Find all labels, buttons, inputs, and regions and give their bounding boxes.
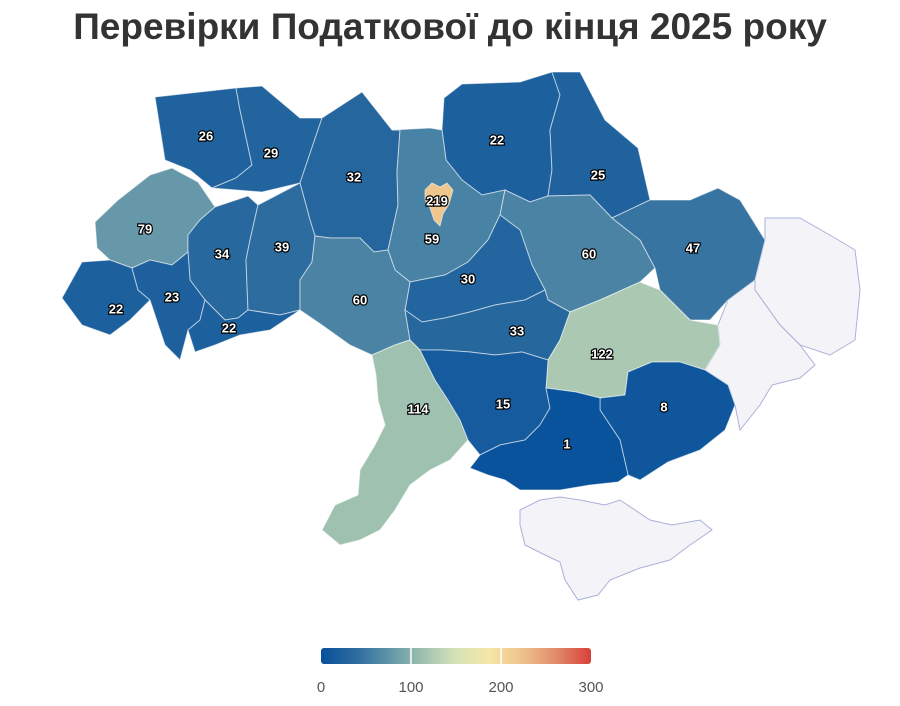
legend-color-bar (321, 648, 591, 664)
region-label-cherkasy: 30 (461, 271, 475, 286)
region-label-ivano-frankivsk: 23 (165, 289, 179, 304)
region-label-kherson: 1 (563, 436, 570, 451)
region-label-lviv: 79 (138, 221, 152, 236)
region-kherson[interactable] (469, 387, 629, 491)
legend-tick-label: 100 (398, 679, 423, 696)
regions-layer (61, 71, 861, 601)
region-label-kharkiv: 47 (686, 240, 700, 255)
region-label-zakarpattia: 22 (109, 301, 123, 316)
region-label-ternopil: 34 (215, 246, 230, 261)
region-label-mykolaiv: 15 (496, 396, 510, 411)
legend-tick-label: 300 (578, 679, 603, 696)
region-label-kirovohrad: 33 (510, 323, 524, 338)
region-crimea[interactable] (519, 496, 713, 601)
region-label-kyiv-oblast: 59 (425, 231, 439, 246)
legend-tick-label: 200 (488, 679, 513, 696)
labels-layer: 26 29 32 22 25 219 79 34 39 59 60 47 22 23 30 22 60 33 122… (108, 127, 702, 452)
region-label-kyiv-city: 219 (426, 193, 448, 208)
region-label-khmelnytskyi: 39 (275, 239, 289, 254)
region-label-zhytomyr: 32 (347, 169, 361, 184)
page-title: Перевірки Податкової до кінця 2025 року (73, 6, 827, 47)
region-label-chernihiv: 22 (490, 132, 504, 147)
region-label-odesa: 114 (408, 401, 430, 416)
region-kharkiv[interactable] (611, 187, 766, 321)
legend-tick-label: 0 (317, 679, 325, 696)
legend-ticks: 0 100 200 300 (317, 648, 604, 696)
region-kyiv-city[interactable] (424, 182, 454, 227)
color-legend: 0 100 200 300 (317, 648, 604, 696)
region-label-volyn: 26 (199, 128, 213, 143)
region-label-rivne: 29 (264, 145, 278, 160)
region-label-poltava: 60 (582, 246, 596, 261)
region-label-sumy: 25 (591, 167, 605, 182)
region-rivne[interactable] (211, 85, 323, 193)
region-label-zaporizhzhia: 8 (660, 399, 667, 414)
region-label-dnipropetrovsk: 122 (591, 346, 613, 361)
region-label-vinnytsia: 60 (353, 292, 367, 307)
region-label-chernivtsi: 22 (222, 320, 236, 335)
region-chernivtsi[interactable] (187, 299, 301, 353)
